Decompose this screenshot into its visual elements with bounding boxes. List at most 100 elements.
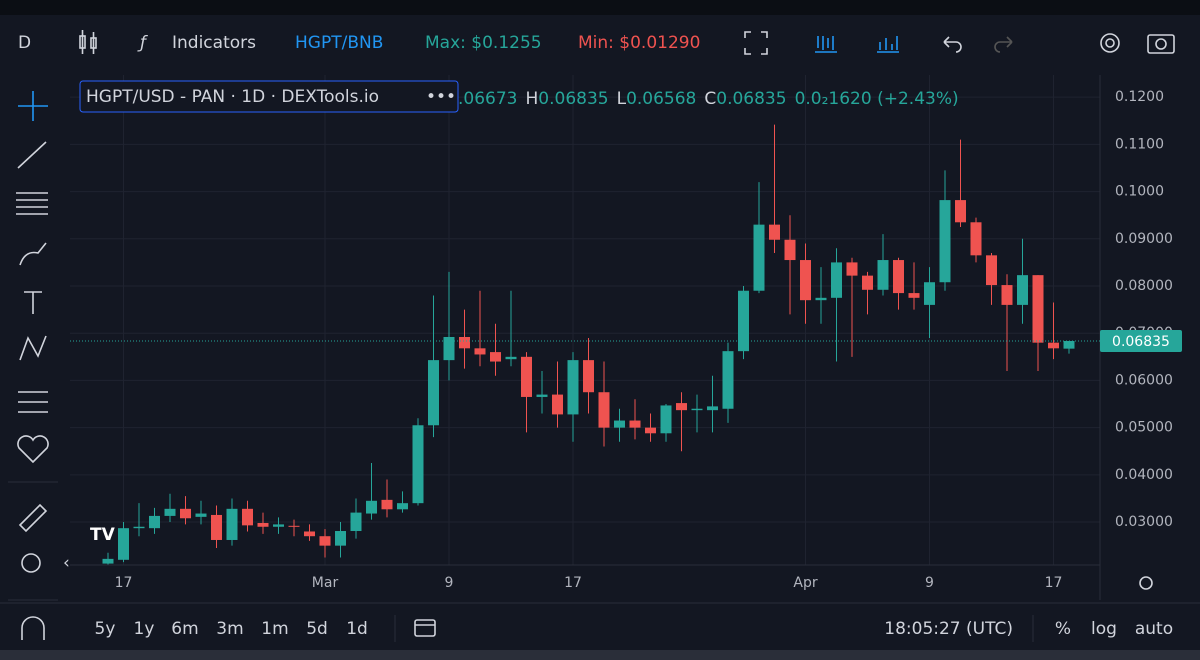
ohlc-value: 0.06835	[538, 89, 608, 109]
candle-body	[645, 427, 656, 434]
y-tick-label: 0.06000	[1115, 372, 1173, 388]
x-tick-label: Mar	[312, 575, 339, 591]
x-tick-label: 9	[925, 575, 934, 591]
legend-more[interactable]: •••	[426, 87, 456, 107]
legend-box[interactable]	[79, 80, 459, 113]
candle-body	[102, 558, 114, 564]
candle-body	[862, 275, 873, 290]
candles-icon[interactable]	[79, 30, 97, 54]
ohlc-value: 0.06568	[626, 89, 696, 109]
scale-option[interactable]: auto	[1135, 619, 1173, 639]
window-bottom	[0, 650, 1200, 660]
candle-body	[1063, 341, 1075, 349]
candle-body	[877, 260, 889, 290]
candle-body	[118, 528, 129, 560]
candle-body	[691, 408, 703, 411]
axis-settings-icon[interactable]	[1139, 576, 1153, 590]
candle-body	[800, 260, 811, 301]
candle-body	[1048, 342, 1059, 349]
candle-body	[614, 420, 625, 428]
chart-style-icon[interactable]	[815, 36, 837, 53]
candle-body	[412, 425, 424, 504]
candle-body	[707, 406, 718, 411]
candle-body	[474, 348, 486, 355]
indicators-button[interactable]: Indicators	[172, 33, 256, 53]
range-button[interactable]: 6m	[171, 619, 198, 639]
bars-icon[interactable]	[877, 36, 899, 53]
candle-body	[319, 536, 331, 546]
candle-body	[133, 526, 145, 529]
x-tick-label: 17	[1045, 575, 1063, 591]
ohlc-values: .06673 H0.06835 L0.06568 C0.06835 0.0₂1620 (…	[458, 89, 959, 109]
scale-option[interactable]: %	[1055, 619, 1071, 639]
range-button[interactable]: 3m	[216, 619, 243, 639]
candle-body	[893, 260, 904, 294]
candle-body	[939, 200, 951, 283]
min-label: Min: $0.01290	[578, 33, 700, 53]
candle-body	[350, 512, 362, 532]
candle-body	[195, 513, 207, 517]
candle-body	[164, 508, 176, 516]
clock[interactable]: 18:05:27 (UTC)	[884, 619, 1013, 639]
camera-icon[interactable]	[1147, 34, 1175, 54]
range-button[interactable]: 5y	[95, 619, 116, 639]
y-tick-label: 0.05000	[1115, 420, 1173, 436]
ohlc-key: C	[704, 89, 716, 109]
candle-body	[629, 420, 641, 428]
candle-body	[428, 360, 439, 426]
redo-icon	[994, 36, 1013, 53]
ohlc-value: .06673	[458, 89, 517, 109]
candle-body	[598, 392, 610, 428]
drawing-tools[interactable]	[16, 91, 49, 640]
candle-body	[490, 352, 501, 362]
range-button[interactable]: 5d	[306, 619, 328, 639]
range-button[interactable]: 1y	[134, 619, 155, 639]
range-button[interactable]: 1d	[346, 619, 368, 639]
max-label: Max: $0.1255	[425, 33, 542, 53]
candle-body	[226, 508, 238, 540]
candle-body	[753, 224, 765, 291]
pair-label[interactable]: HGPT/BNB	[295, 33, 383, 53]
candle-body	[846, 262, 858, 276]
y-tick-label: 0.03000	[1115, 514, 1173, 530]
fullscreen-icon[interactable]	[744, 31, 768, 55]
candle-body	[1017, 275, 1028, 305]
candle-body	[397, 503, 408, 510]
candle-body	[831, 262, 842, 298]
y-tick-label: 0.04000	[1115, 467, 1173, 483]
candle-body	[784, 239, 796, 261]
candle-body	[521, 356, 532, 397]
collapse-arrow[interactable]: ‹	[63, 553, 70, 573]
candle-body	[366, 500, 377, 514]
candle-body	[1001, 285, 1013, 305]
candle-body	[955, 200, 966, 223]
ohlc-value: 0.06835	[716, 89, 786, 109]
legend-title: HGPT/USD - PAN · 1D · DEXTools.io	[86, 87, 379, 107]
ohlc-change: 0.0₂1620 (+2.43%)	[795, 89, 959, 109]
candle-body	[536, 394, 548, 397]
undo-icon[interactable]	[943, 36, 962, 53]
range-button[interactable]: 1m	[261, 619, 288, 639]
candle-body	[660, 405, 672, 434]
candle-body	[288, 525, 300, 527]
date-range-icon[interactable]	[414, 619, 436, 637]
x-tick-label: 9	[445, 575, 454, 591]
candle-body	[443, 336, 455, 361]
candle-body	[583, 360, 594, 393]
candle-body	[552, 394, 563, 415]
candle-body	[908, 293, 920, 298]
candle-body	[257, 522, 269, 527]
candle-body	[242, 508, 253, 526]
interval-button[interactable]: D	[18, 33, 31, 53]
y-tick-label: 0.1100	[1115, 136, 1164, 152]
last-price-label: 0.06835	[1112, 334, 1170, 350]
candle-body	[304, 531, 315, 537]
scale-option[interactable]: log	[1091, 619, 1117, 639]
ohlc-key: H	[525, 89, 538, 109]
y-tick-label: 0.1200	[1115, 89, 1164, 105]
candle-body	[149, 515, 160, 529]
settings-icon[interactable]	[1100, 33, 1120, 53]
fx-icon: ƒ	[137, 33, 148, 53]
y-tick-label: 0.1000	[1115, 184, 1164, 200]
